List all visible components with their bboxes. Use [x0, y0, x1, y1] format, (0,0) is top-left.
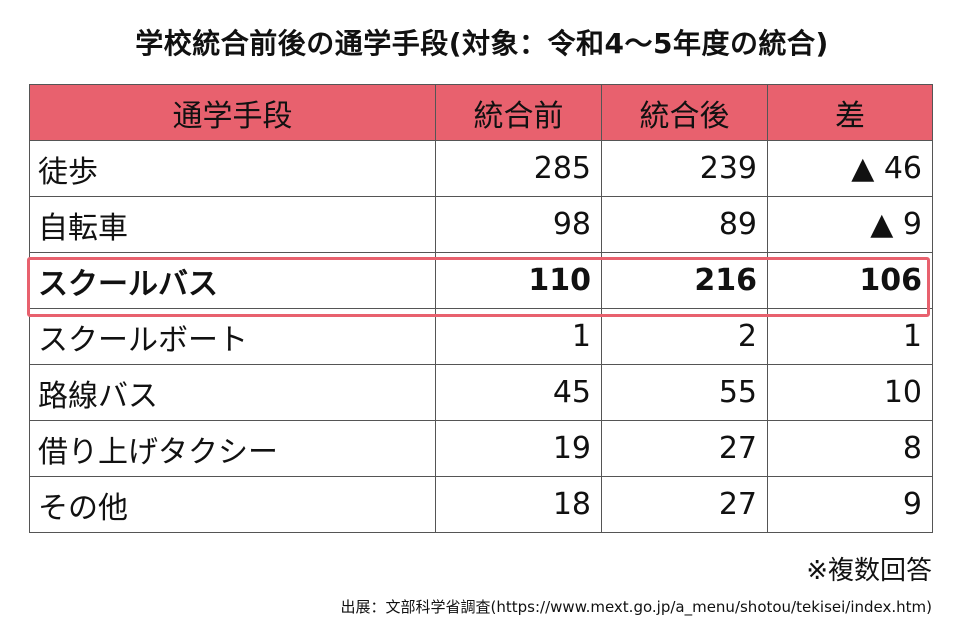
row-before: 285	[435, 140, 602, 197]
chart-title: 学校統合前後の通学手段(対象：令和4～5年度の統合)	[135, 27, 829, 60]
table-row: 徒歩 285 239 ▲ 46	[29, 140, 933, 197]
row-mode: その他	[29, 476, 436, 533]
row-before: 98	[435, 196, 602, 253]
header-before: 統合前	[435, 84, 602, 141]
table-row: その他 18 27 9	[29, 476, 933, 533]
row-before: 19	[435, 420, 602, 477]
table-row-highlighted: スクールバス 110 216 106	[29, 252, 933, 309]
row-after: 27	[601, 420, 768, 477]
table-row: 借り上げタクシー 19 27 8	[29, 420, 933, 477]
row-mode: スクールバス	[29, 252, 436, 309]
row-after: 216	[601, 252, 768, 309]
row-diff: 10	[767, 364, 933, 421]
row-mode: 借り上げタクシー	[29, 420, 436, 477]
row-after: 27	[601, 476, 768, 533]
row-mode: スクールボート	[29, 308, 436, 365]
table-row: 自転車 98 89 ▲ 9	[29, 196, 933, 253]
row-after: 55	[601, 364, 768, 421]
table-row: スクールボート 1 2 1	[29, 308, 933, 365]
row-diff: 1	[767, 308, 933, 365]
row-diff: ▲ 9	[767, 196, 933, 253]
row-mode: 徒歩	[29, 140, 436, 197]
row-after: 2	[601, 308, 768, 365]
header-after: 統合後	[601, 84, 768, 141]
table-header-row: 通学手段 統合前 統合後 差	[29, 84, 933, 141]
header-diff: 差	[767, 84, 933, 141]
row-before: 45	[435, 364, 602, 421]
table-row: 路線バス 45 55 10	[29, 364, 933, 421]
row-diff: 106	[767, 252, 933, 309]
row-mode: 自転車	[29, 196, 436, 253]
row-diff: ▲ 46	[767, 140, 933, 197]
footnote: ※複数回答	[806, 556, 932, 586]
row-mode: 路線バス	[29, 364, 436, 421]
header-mode: 通学手段	[29, 84, 436, 141]
row-after: 239	[601, 140, 768, 197]
row-after: 89	[601, 196, 768, 253]
row-diff: 9	[767, 476, 933, 533]
row-diff: 8	[767, 420, 933, 477]
row-before: 110	[435, 252, 602, 309]
row-before: 18	[435, 476, 602, 533]
source-credit: 出展：文部科学省調査(https://www.mext.go.jp/a_menu…	[340, 598, 932, 616]
commute-table: 通学手段 統合前 統合後 差 徒歩 285 239 ▲ 46 自転車 98 89…	[29, 84, 933, 533]
row-before: 1	[435, 308, 602, 365]
